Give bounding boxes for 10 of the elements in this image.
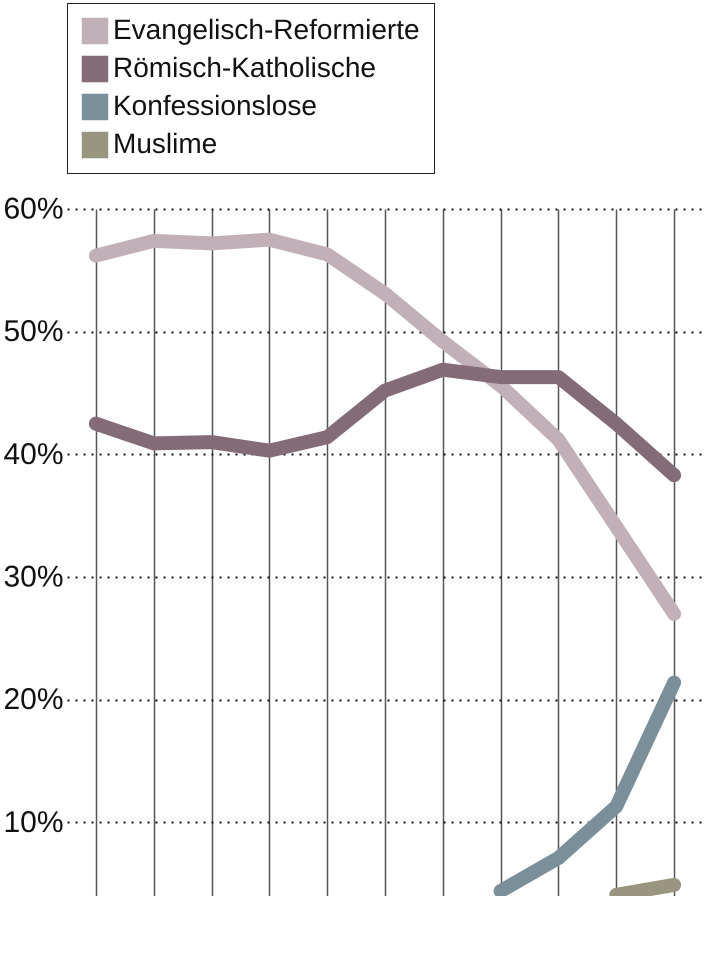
y-tick-label: 10% [3, 806, 64, 839]
y-tick-label: 50% [3, 315, 64, 348]
y-tick-label: 30% [3, 560, 64, 594]
legend-label: Konfessionslose [113, 90, 317, 121]
y-tick-label: 20% [3, 683, 64, 716]
legend-label: Römisch-Katholische [113, 52, 376, 83]
y-tick-label: 60% [3, 192, 64, 226]
legend-label: Muslime [113, 128, 218, 159]
y-tick-label: 40% [3, 438, 64, 471]
legend-label: Evangelisch-Reformierte [113, 14, 420, 45]
